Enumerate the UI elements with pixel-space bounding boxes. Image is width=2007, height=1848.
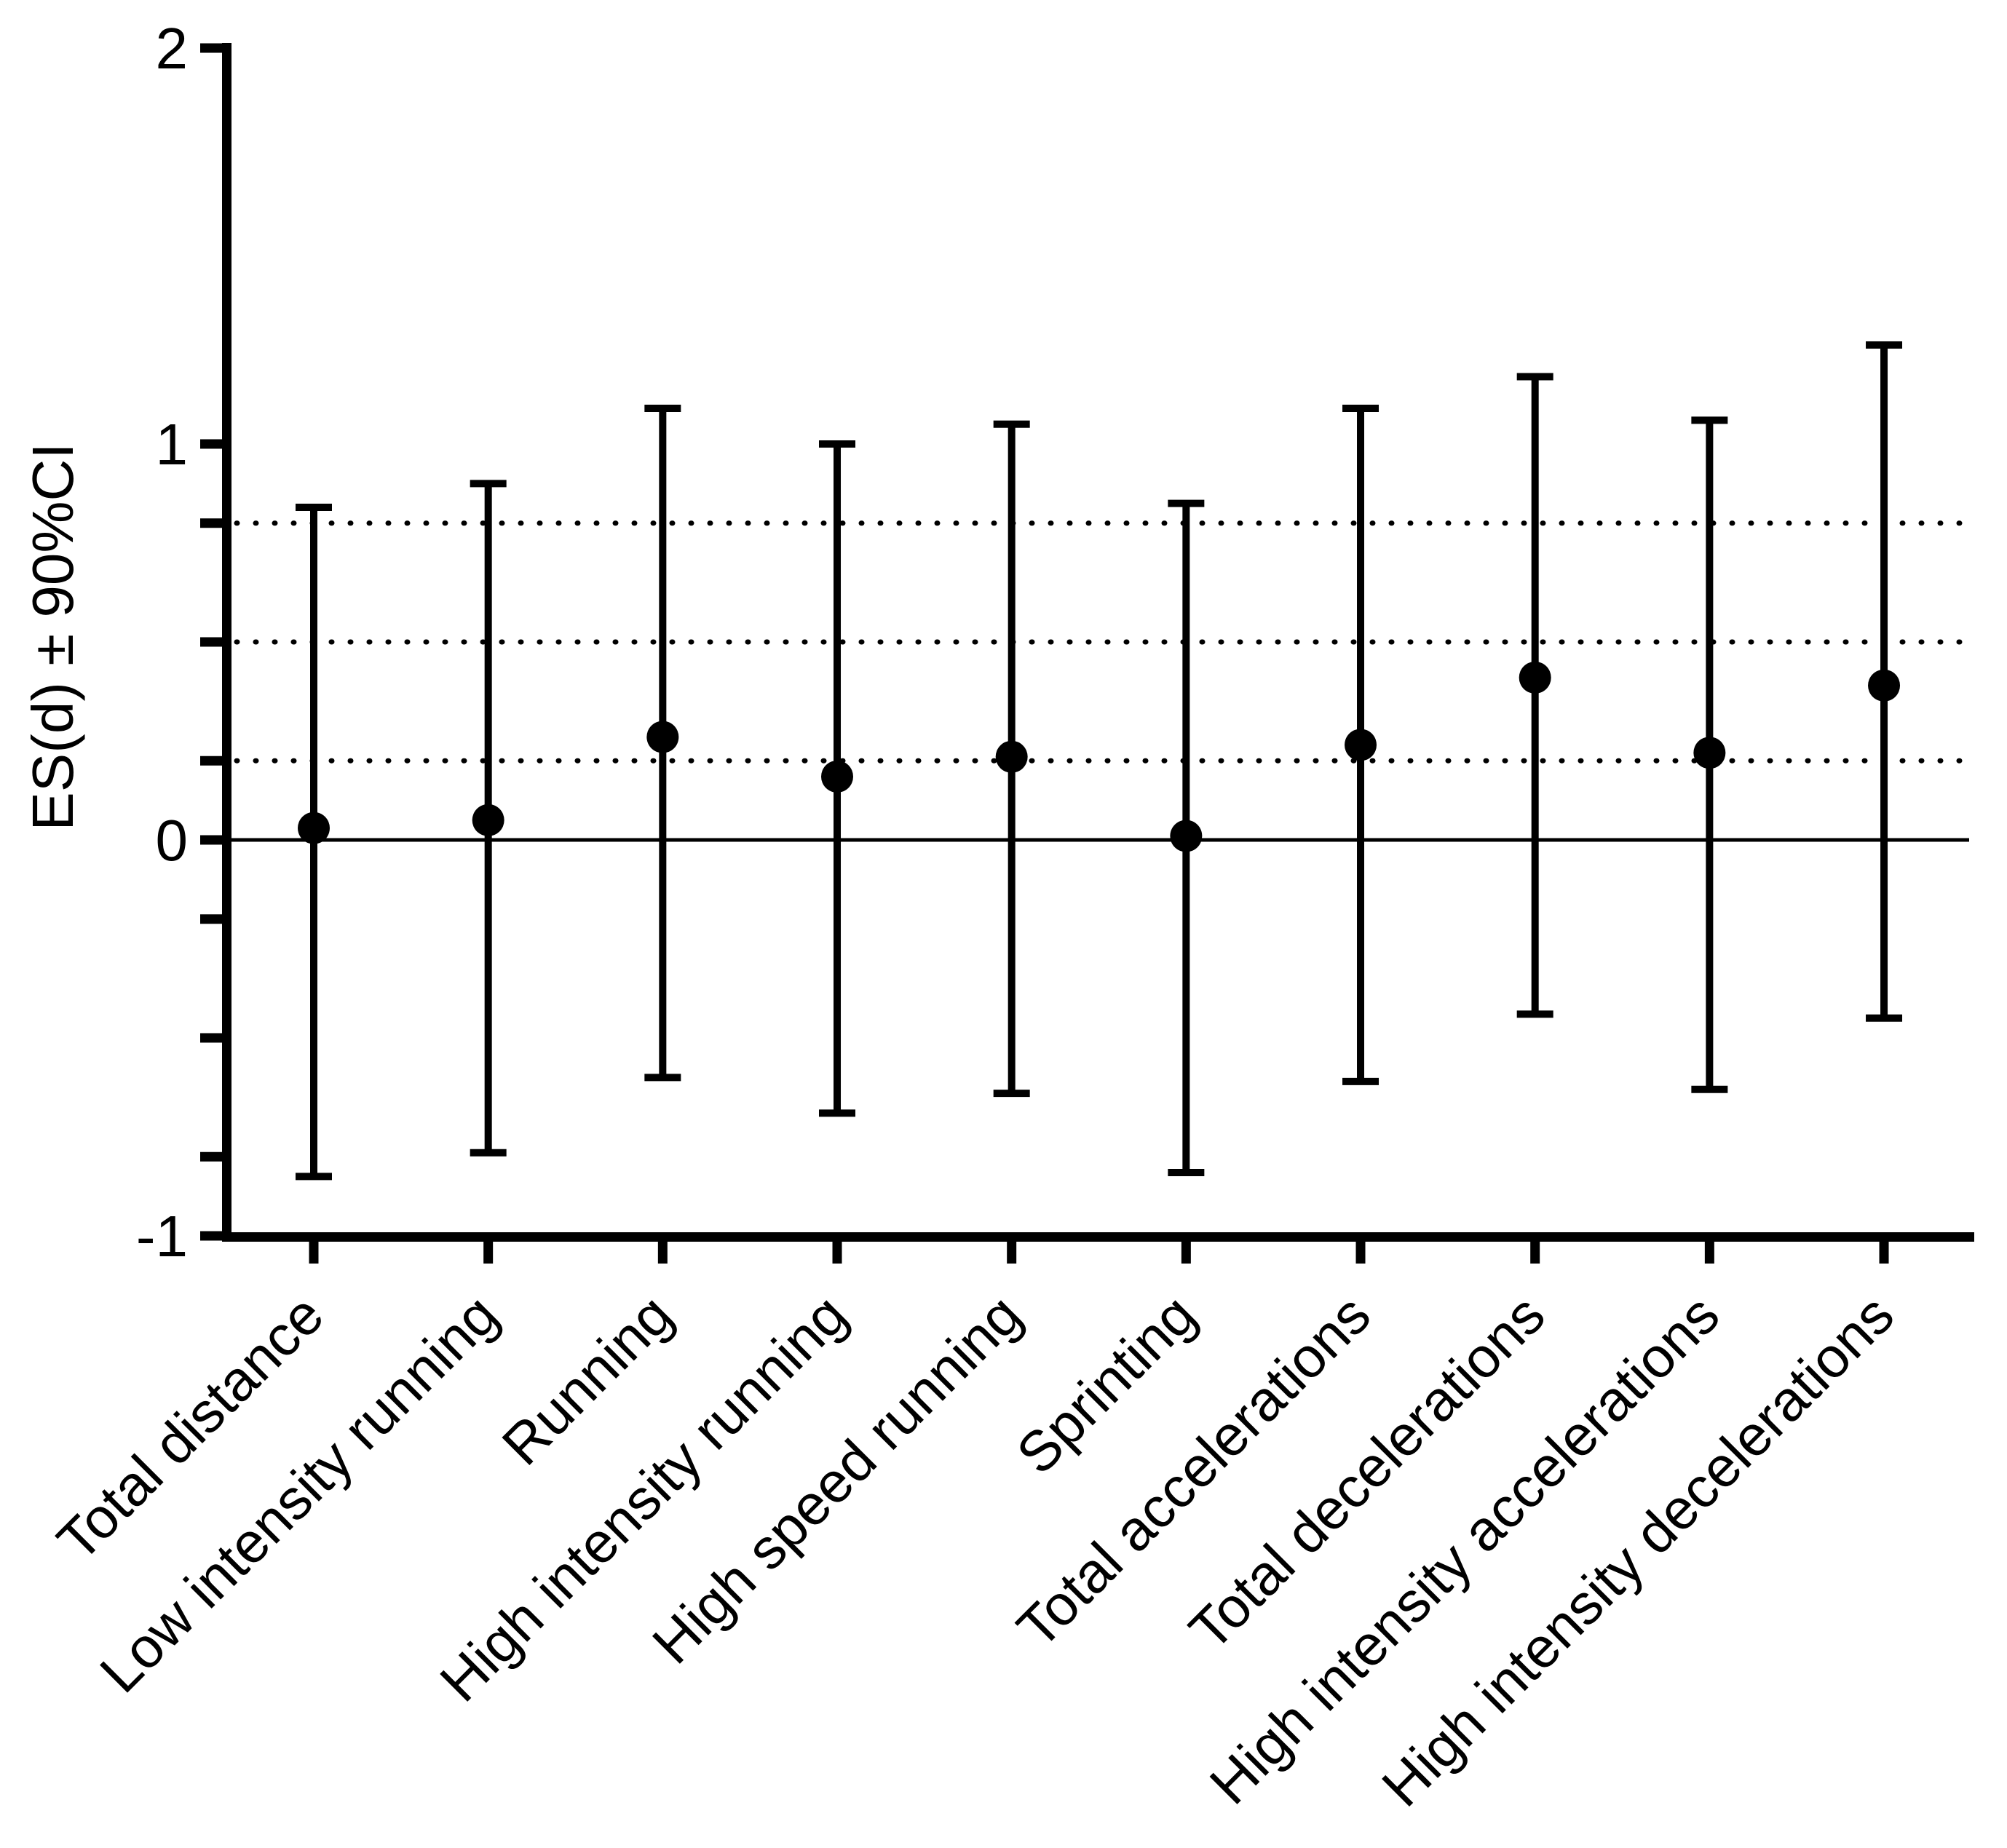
- y-tick-label: 2: [156, 16, 189, 81]
- mean-marker: [1170, 820, 1203, 852]
- tick-labels-group: 2 1 0 -1: [136, 16, 188, 1269]
- y-axis-spine: [222, 43, 231, 1242]
- markers-group: [298, 661, 1901, 852]
- mean-marker: [472, 804, 504, 836]
- mean-marker: [1868, 669, 1901, 702]
- mean-marker: [1519, 661, 1551, 694]
- mean-marker: [821, 760, 854, 793]
- mean-marker: [298, 812, 330, 844]
- y-tick-label: 0: [156, 808, 189, 873]
- error-bars-group: [296, 341, 1903, 1181]
- reference-lines-group: [231, 520, 1969, 842]
- mean-marker: [1345, 729, 1377, 761]
- mean-marker: [995, 740, 1028, 773]
- y-axis-title: ES(d) ± 90%CI: [20, 443, 85, 831]
- y-tick-label: 1: [156, 412, 189, 477]
- y-tick-label: -1: [136, 1204, 188, 1269]
- mean-marker: [1693, 737, 1726, 769]
- axes-group: [200, 43, 1974, 1264]
- x-axis-spine: [222, 1232, 1974, 1242]
- mean-marker: [646, 721, 679, 753]
